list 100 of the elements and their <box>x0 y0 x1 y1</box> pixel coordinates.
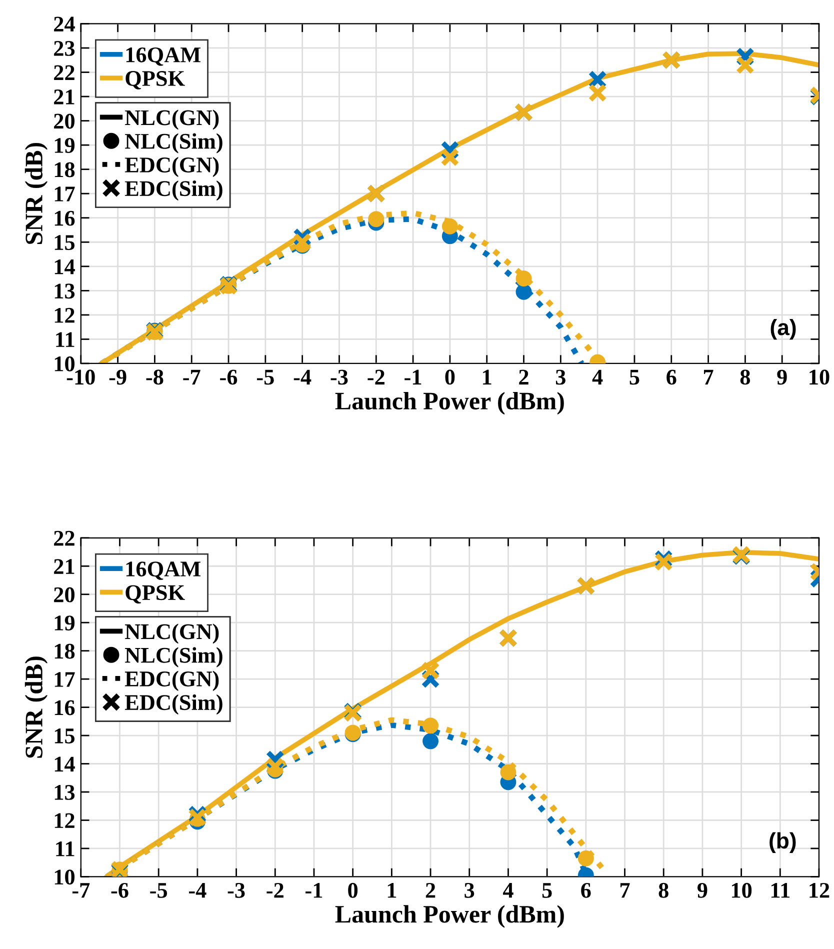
legend-label: 16QAM <box>126 562 200 580</box>
y-tick-label: 23 <box>54 40 75 56</box>
x-tick-label: 6 <box>666 370 676 385</box>
x-tick-label: 4 <box>592 370 603 384</box>
y-tick-label: 21 <box>54 90 74 104</box>
y-tick-label: 13 <box>54 784 75 800</box>
x-tick-label: 11 <box>771 882 790 898</box>
point <box>500 764 516 780</box>
x-tick-label: -2 <box>368 370 384 384</box>
point <box>292 232 312 252</box>
x-tick-label: 3 <box>556 370 566 385</box>
x-tick-label: -5 <box>150 883 168 898</box>
legend-label: QPSK <box>126 585 185 604</box>
x-tick-label: -9 <box>109 370 126 385</box>
point <box>421 661 440 680</box>
x-tick-label: 4 <box>502 883 514 898</box>
legend-label: NLC(GN) <box>125 110 219 130</box>
x-tick-label: 9 <box>777 370 787 385</box>
y-tick-label: 22 <box>54 65 74 80</box>
x-tick-label: 7 <box>620 883 630 898</box>
y-tick-label: 11 <box>56 841 74 856</box>
y-tick-label: 14 <box>54 756 75 772</box>
x-tick-label: -6 <box>220 370 238 385</box>
x-tick-label: 1 <box>483 370 492 384</box>
y-tick-label: 19 <box>54 616 75 631</box>
x-tick-label: 2 <box>519 370 528 384</box>
x-tick-label: 8 <box>740 370 750 385</box>
point <box>422 733 439 750</box>
x-tick-label: -5 <box>256 370 274 385</box>
legend-label: NLC(GN) <box>125 624 219 644</box>
y-tick-label: 10 <box>54 870 74 885</box>
y-tick-label: 22 <box>54 530 74 546</box>
legend-label: EDC(GN) <box>124 156 219 177</box>
point <box>440 148 460 167</box>
point <box>516 270 532 287</box>
x-tick-label: -2 <box>266 882 284 898</box>
x-tick-label: 0 <box>445 370 455 385</box>
x-tick-label: 9 <box>698 882 708 898</box>
y-tick-label: 11 <box>56 332 74 347</box>
point <box>588 84 607 102</box>
annotation: (a) <box>770 318 796 340</box>
y-tick-label: 16 <box>54 700 75 716</box>
x-tick-label: -4 <box>294 370 312 384</box>
x-tick-label: 8 <box>658 882 668 898</box>
y-axis-title: SNR (dB) <box>24 656 48 758</box>
x-tick-label: -1 <box>404 370 422 384</box>
point <box>368 211 384 228</box>
y-tick-label: 18 <box>54 644 75 659</box>
y-tick-label: 21 <box>54 559 74 574</box>
x-tick-label: 5 <box>630 370 640 385</box>
point <box>266 757 285 776</box>
y-tick-label: 14 <box>54 259 75 274</box>
x-tick-label: 3 <box>464 882 474 898</box>
point <box>736 56 755 74</box>
x-tick-label: -6 <box>111 882 128 898</box>
y-tick-label: 20 <box>54 587 74 602</box>
x-tick-label: -4 <box>188 883 206 898</box>
y-tick-label: 13 <box>54 284 75 299</box>
y-tick-label: 12 <box>54 813 74 828</box>
point <box>654 552 673 572</box>
point <box>516 284 532 300</box>
y-axis-title: SNR (dB) <box>24 142 48 244</box>
x-tick-label: 1 <box>388 882 396 898</box>
x-tick-label: -7 <box>72 883 90 898</box>
x-tick-label: 6 <box>581 882 591 898</box>
x-tick-label: -8 <box>146 370 164 385</box>
x-tick-label: 0 <box>348 882 358 898</box>
legend-label: EDC(Sim) <box>124 694 222 715</box>
annotation: (b) <box>770 832 796 853</box>
point <box>442 218 458 234</box>
x-tick-label: -10 <box>66 370 95 385</box>
x-tick-label: -3 <box>330 370 348 385</box>
x-tick-label: 2 <box>426 882 436 898</box>
x-tick-label: -3 <box>228 882 245 898</box>
x-axis-title: Launch Power (dBm) <box>335 905 564 928</box>
y-tick-label: 16 <box>54 210 75 226</box>
x-tick-label: 12 <box>810 882 830 898</box>
legend-label: EDC(Sim) <box>124 180 222 201</box>
y-tick-label: 10 <box>54 356 74 372</box>
x-tick-label: -1 <box>306 882 322 898</box>
point <box>578 850 594 866</box>
x-tick-label: 7 <box>704 370 714 384</box>
point <box>422 718 439 734</box>
y-tick-label: 24 <box>54 16 75 32</box>
x-tick-label: 10 <box>732 882 752 898</box>
legend-label: EDC(GN) <box>124 670 219 691</box>
x-axis-title: Launch Power (dBm) <box>335 392 564 415</box>
x-tick-label: 5 <box>542 883 552 898</box>
x-tick-label: 10 <box>810 370 830 385</box>
y-tick-label: 19 <box>54 138 75 153</box>
y-tick-label: 20 <box>54 114 74 129</box>
legend-label: NLC(Sim) <box>125 133 222 154</box>
y-tick-label: 15 <box>54 728 75 744</box>
y-tick-label: 18 <box>54 162 75 178</box>
y-tick-label: 17 <box>54 672 75 687</box>
y-tick-label: 17 <box>54 186 75 202</box>
legend-label: QPSK <box>126 71 185 90</box>
legend-label: NLC(Sim) <box>125 647 222 668</box>
x-tick-label: -7 <box>183 370 200 384</box>
y-tick-label: 12 <box>54 308 74 323</box>
